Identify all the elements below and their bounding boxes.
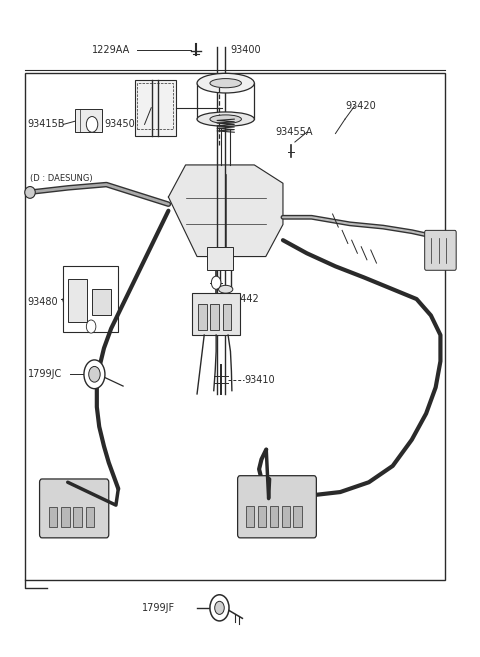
Circle shape <box>210 595 229 621</box>
Ellipse shape <box>210 79 241 88</box>
Text: 93450: 93450 <box>104 120 135 129</box>
Text: 93480: 93480 <box>28 298 58 307</box>
Circle shape <box>84 360 105 389</box>
Text: 93442: 93442 <box>228 294 259 304</box>
Circle shape <box>89 367 100 382</box>
Circle shape <box>211 276 221 289</box>
FancyBboxPatch shape <box>425 231 456 270</box>
Bar <box>281 506 289 527</box>
Bar <box>192 292 240 335</box>
Ellipse shape <box>197 74 254 93</box>
Text: 1799JC: 1799JC <box>28 369 62 379</box>
Bar <box>75 109 102 132</box>
Bar <box>198 304 206 330</box>
Bar <box>135 80 176 135</box>
FancyBboxPatch shape <box>39 479 109 538</box>
Text: 93455A: 93455A <box>276 127 313 137</box>
Bar <box>68 279 87 322</box>
FancyBboxPatch shape <box>238 476 316 538</box>
Text: 93410: 93410 <box>245 374 276 384</box>
Circle shape <box>86 116 98 132</box>
Text: 1229AA: 1229AA <box>92 45 130 55</box>
Text: 93415B: 93415B <box>28 120 65 129</box>
Ellipse shape <box>197 112 254 126</box>
Bar <box>25 74 445 580</box>
Ellipse shape <box>25 187 35 198</box>
Text: (D : DAESUNG): (D : DAESUNG) <box>30 173 93 183</box>
Text: 93400: 93400 <box>230 45 261 55</box>
Circle shape <box>215 601 224 614</box>
Bar <box>210 304 219 330</box>
Bar <box>206 247 233 269</box>
Bar <box>137 83 173 129</box>
Bar <box>86 507 95 527</box>
Text: 93420: 93420 <box>345 101 376 111</box>
Ellipse shape <box>218 285 233 293</box>
Bar <box>258 506 266 527</box>
Bar <box>63 266 118 332</box>
Polygon shape <box>168 165 283 256</box>
Ellipse shape <box>210 115 241 124</box>
Circle shape <box>86 320 96 333</box>
Bar <box>92 289 111 315</box>
Bar <box>73 507 82 527</box>
Bar <box>61 507 70 527</box>
Bar <box>223 304 231 330</box>
Bar <box>293 506 301 527</box>
Text: 1799JF: 1799JF <box>142 603 175 613</box>
Bar <box>246 506 254 527</box>
Bar <box>270 506 278 527</box>
Bar <box>48 507 57 527</box>
